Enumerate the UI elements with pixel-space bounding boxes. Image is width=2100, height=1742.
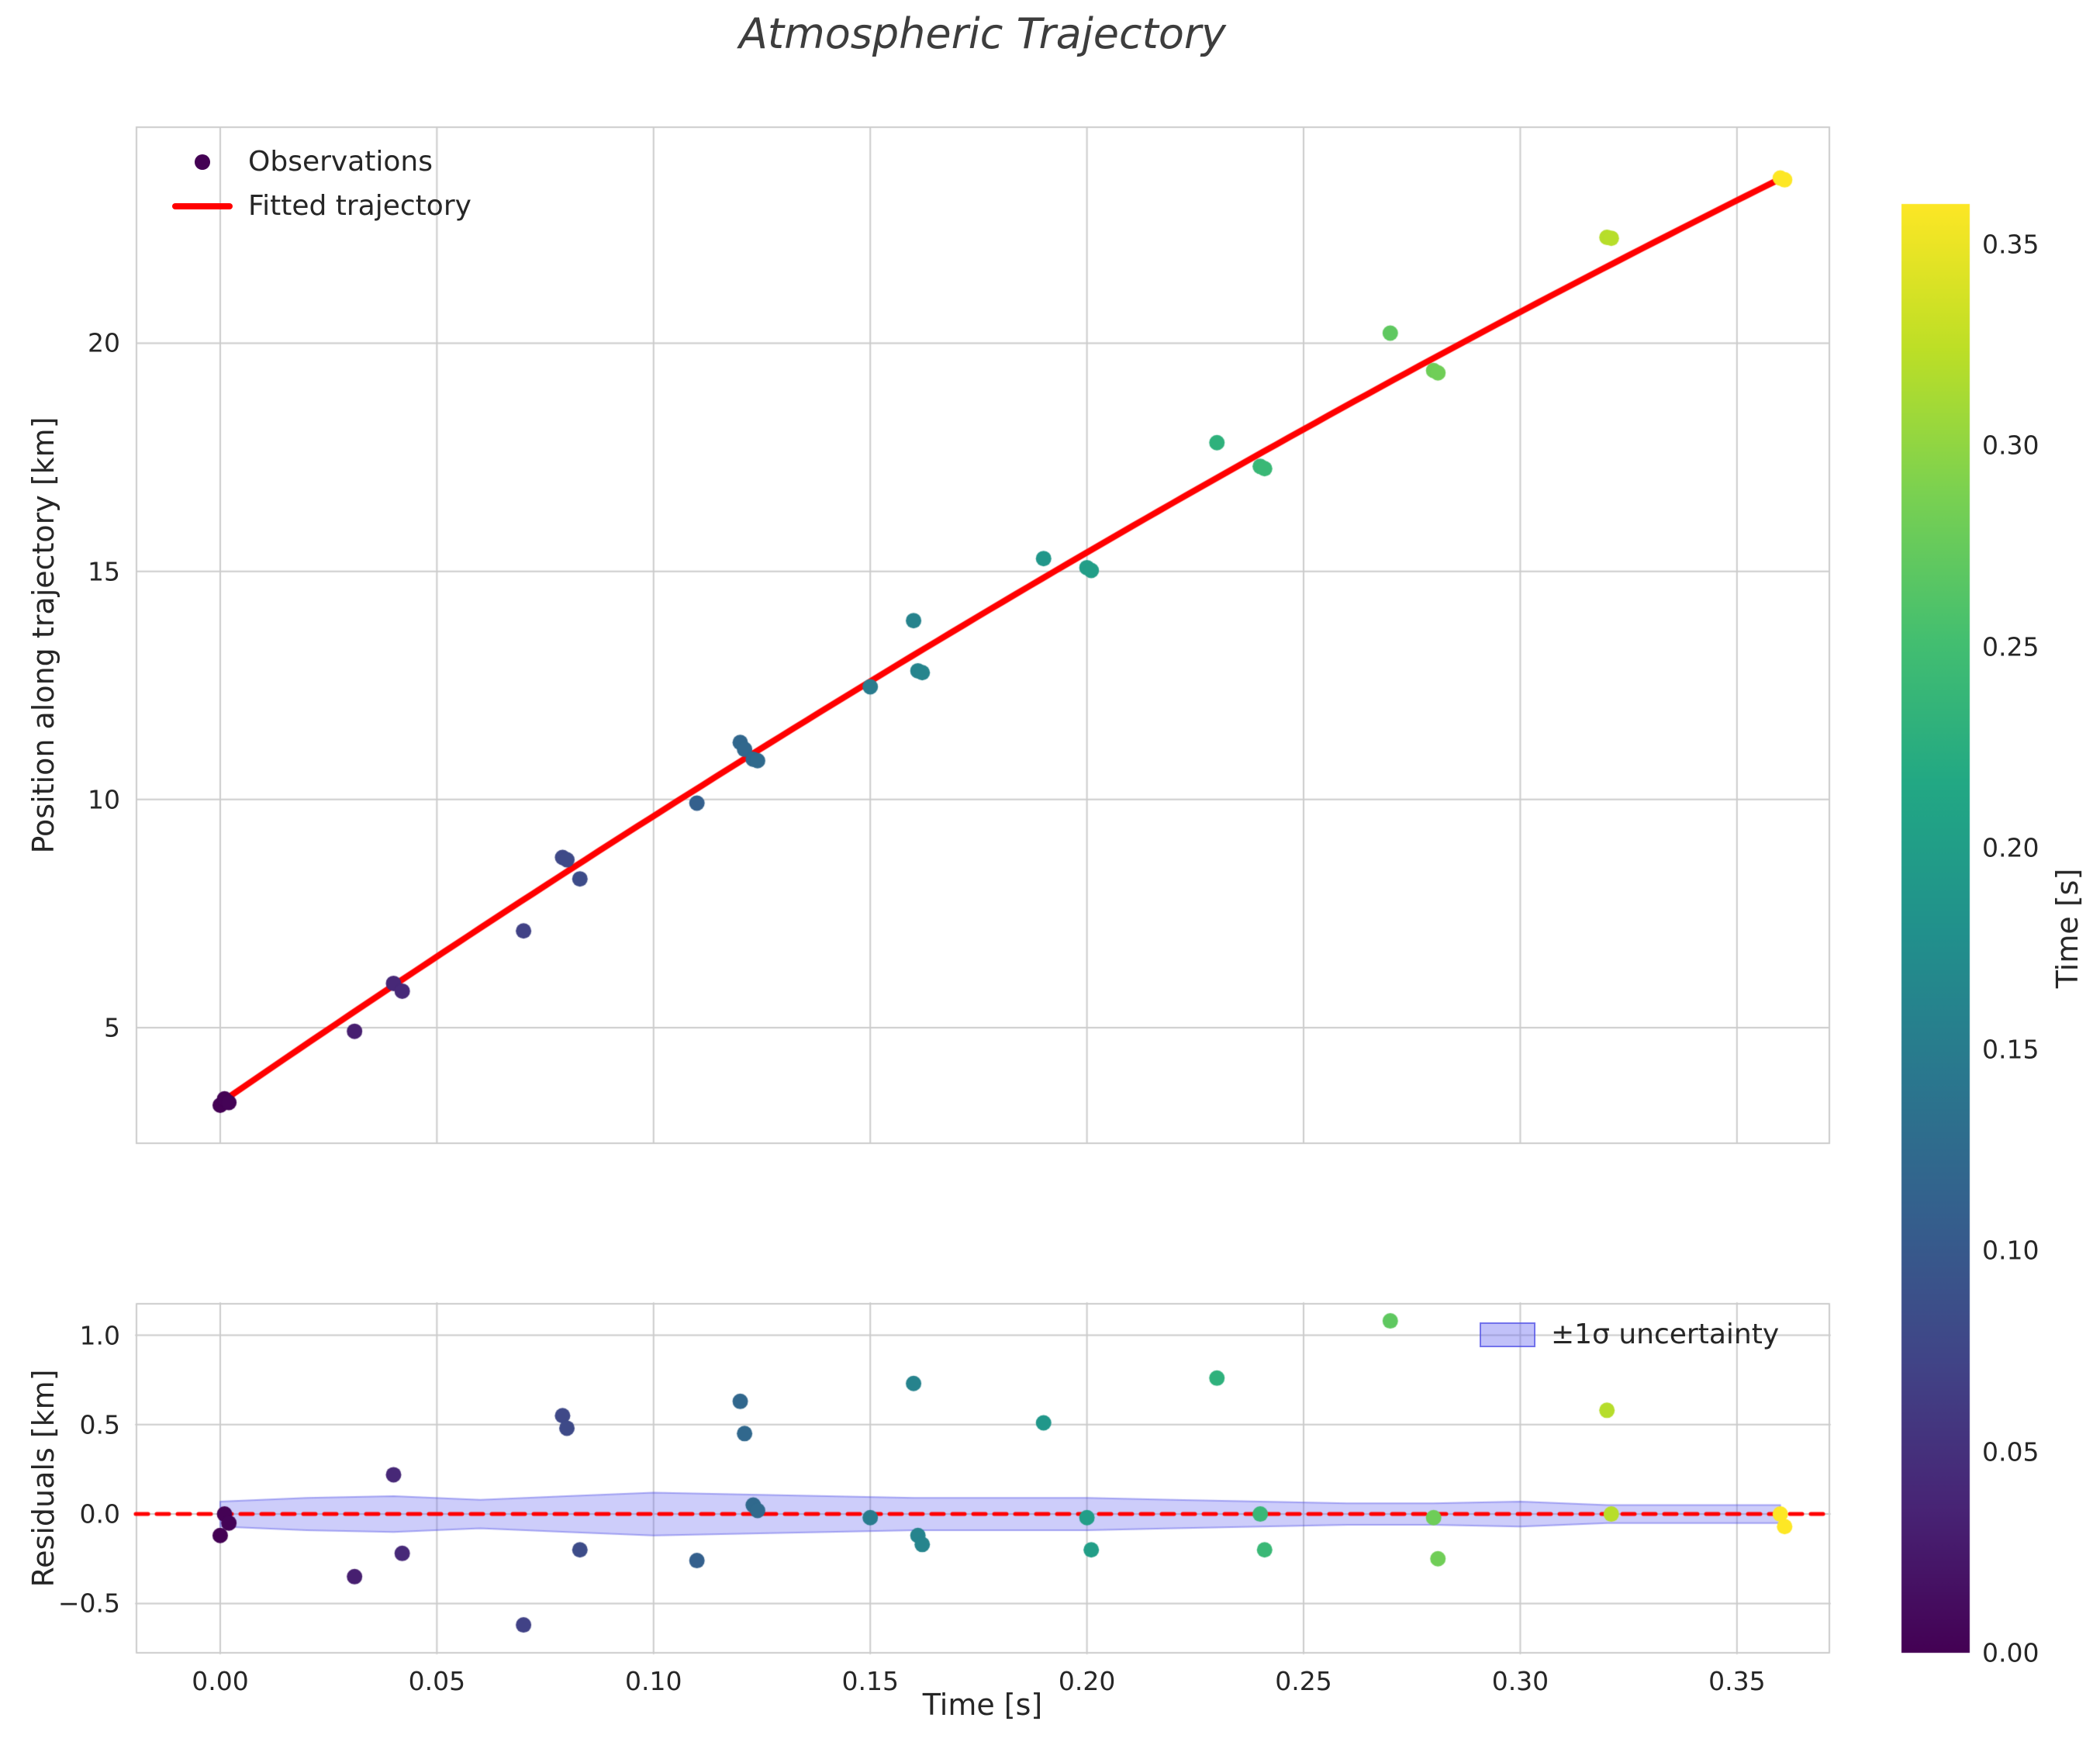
legend-entry-uncertainty: ±1σ uncertainty [1480, 1319, 1779, 1350]
residuals-y-axis-label: Residuals [km] [26, 1369, 60, 1588]
legend-main: Observations Fitted trajectory [172, 146, 471, 222]
legend-fitted-label: Fitted trajectory [248, 190, 471, 222]
legend-marker-slot [172, 202, 233, 209]
time-x-axis-label: Time [s] [922, 1688, 1043, 1722]
legend-residuals: ±1σ uncertainty [1480, 1319, 1779, 1350]
fitted-line-icon [172, 202, 233, 209]
legend-observations-label: Observations [248, 146, 433, 178]
uncertainty-band-icon [1480, 1322, 1535, 1347]
observations-marker-icon [195, 154, 210, 170]
legend-marker-slot [172, 154, 233, 170]
legend-entry-observations: Observations [172, 146, 471, 178]
legend-uncertainty-label: ±1σ uncertainty [1551, 1319, 1780, 1350]
chart-title: Atmospheric Trajectory [738, 9, 1227, 58]
legend-entry-fitted: Fitted trajectory [172, 190, 471, 222]
colorbar-label: Time [s] [2050, 868, 2084, 989]
position-y-axis-label: Position along trajectory [km] [26, 416, 60, 854]
